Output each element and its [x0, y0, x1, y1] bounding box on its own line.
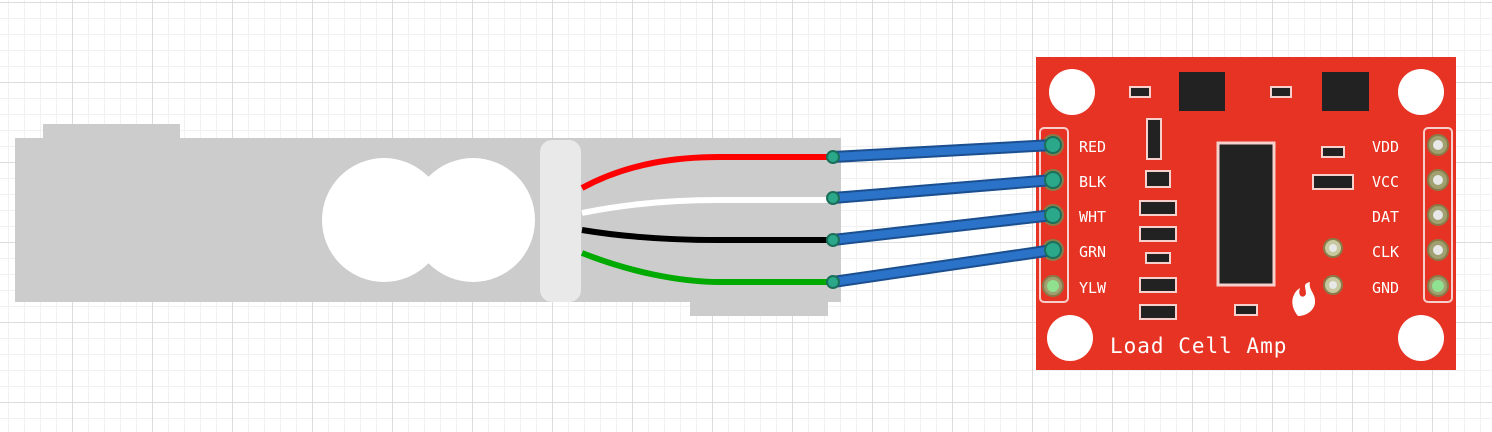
load-cell-top-tab: [43, 124, 180, 140]
component-smd-3: [1139, 226, 1177, 242]
wire-end-red-left[interactable]: [826, 150, 840, 164]
load-cell-wire-green: [580, 250, 832, 285]
board-title: Load Cell Amp: [1110, 334, 1287, 358]
component-smd-8: [1312, 174, 1354, 190]
pin-label-blk: BLK: [1079, 173, 1106, 191]
load-cell-wire-white: [581, 197, 832, 216]
sparkfun-flame-icon: [1292, 282, 1316, 316]
pin-label-grn: GRN: [1079, 243, 1106, 261]
right-header: [1423, 127, 1453, 303]
component-smd-6: [1139, 304, 1177, 320]
component-smd-7: [1321, 146, 1345, 158]
component-smd-9: [1234, 304, 1258, 316]
via-2-inner: [1329, 281, 1337, 289]
load-cell-hole-left: [322, 158, 446, 282]
pin-vcc-hole: [1433, 175, 1443, 185]
component-vertical-resistor: [1146, 118, 1162, 160]
pin-label-red: RED: [1079, 138, 1106, 156]
component-smd-top-1: [1129, 86, 1151, 98]
pin-label-gnd: GND: [1372, 279, 1399, 297]
wire-end-white-left[interactable]: [826, 191, 840, 205]
jumper-wire-red[interactable]: [829, 141, 1057, 161]
pin-clk-hole: [1433, 245, 1443, 255]
component-smd-5: [1139, 277, 1177, 293]
mount-hole-bottom-right: [1398, 315, 1444, 361]
load-cell-wire-clamp: [540, 140, 581, 302]
pin-label-clk: CLK: [1372, 243, 1399, 261]
pin-gnd-highlight: [1432, 280, 1444, 292]
component-smd-1: [1145, 170, 1171, 188]
pin-vdd-hole: [1433, 140, 1443, 150]
pin-label-wht: WHT: [1079, 208, 1106, 226]
via-1-inner: [1329, 244, 1337, 252]
pin-label-vcc: VCC: [1372, 173, 1399, 191]
mount-hole-top-right: [1398, 69, 1444, 115]
load-cell: [15, 124, 841, 316]
component-top-square-2: [1322, 72, 1369, 111]
pin-ylw-highlight: [1047, 280, 1059, 292]
component-smd-top-2: [1270, 86, 1292, 98]
jumper-wire-white[interactable]: [829, 176, 1057, 202]
component-top-square-1: [1179, 72, 1225, 111]
load-cell-wire-black: [581, 227, 832, 243]
jumper-wire-black[interactable]: [829, 211, 1057, 244]
ic-chip: [1216, 141, 1276, 287]
mount-hole-top-left: [1049, 69, 1095, 115]
wire-end-black-left[interactable]: [826, 233, 840, 247]
wire-end-green-right[interactable]: [1044, 241, 1062, 259]
wire-end-white-right[interactable]: [1044, 171, 1062, 189]
jumper-wire-green[interactable]: [829, 246, 1057, 286]
pin-dat-hole: [1433, 210, 1443, 220]
wire-end-red-right[interactable]: [1044, 136, 1062, 154]
load-cell-amp-board: Load Cell Amp RED BLK WH: [1036, 57, 1456, 370]
right-header-outline: [1423, 127, 1453, 303]
pin-label-dat: DAT: [1372, 208, 1399, 226]
pin-label-ylw: YLW: [1079, 279, 1107, 297]
load-cell-bottom-tab: [690, 298, 828, 316]
jumper-wires: [826, 136, 1062, 289]
load-cell-wire-red: [580, 154, 832, 191]
wire-end-green-left[interactable]: [826, 275, 840, 289]
component-smd-4: [1145, 252, 1171, 264]
load-cell-hole-right: [411, 158, 535, 282]
pin-label-vdd: VDD: [1372, 138, 1399, 156]
mount-hole-bottom-left: [1047, 315, 1093, 361]
wire-end-black-right[interactable]: [1044, 206, 1062, 224]
component-smd-2: [1139, 200, 1177, 216]
